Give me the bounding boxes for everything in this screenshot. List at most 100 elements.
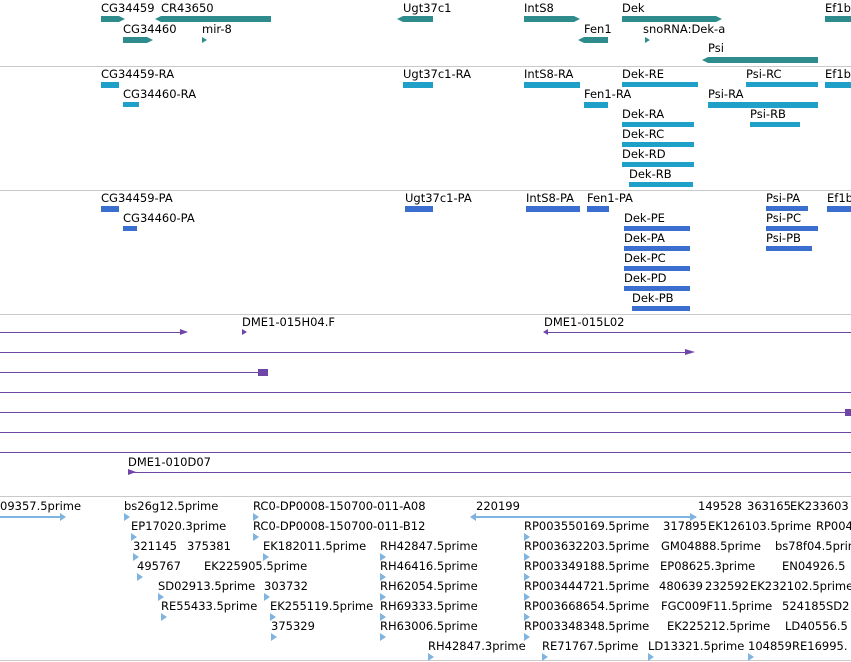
gene-label[interactable]: mir-8 [202, 22, 232, 36]
est-label[interactable]: LD13321.5prime [648, 639, 745, 653]
est-label[interactable]: RE55433.5prime [161, 599, 258, 613]
transcript-label[interactable]: Dek-RB [629, 167, 672, 181]
transcript-feature[interactable] [708, 102, 818, 108]
est-label[interactable]: RP003444721.5prime [524, 579, 650, 593]
protein-feature[interactable] [123, 226, 137, 231]
transcript-feature[interactable] [622, 162, 694, 167]
est-label[interactable]: 104859 [748, 639, 792, 653]
gene-label[interactable]: IntS8 [524, 1, 554, 15]
est-label[interactable]: 303732 [264, 579, 308, 593]
est-label[interactable]: bs78f04.5prime [775, 539, 851, 553]
gene-label[interactable]: CG34459 [101, 1, 155, 15]
transcript-feature[interactable] [584, 102, 608, 108]
est-label[interactable]: GM04888.5prime [661, 539, 761, 553]
clone-feature[interactable] [0, 372, 262, 373]
est-label[interactable]: EP08625.3prime [660, 559, 756, 573]
est-label[interactable]: EK255119.5prime [270, 599, 374, 613]
est-label[interactable]: EK232102.5prime [750, 579, 851, 593]
clone-label[interactable]: DME1-015L02 [544, 315, 625, 329]
protein-feature[interactable] [632, 306, 690, 311]
protein-feature[interactable] [766, 246, 812, 251]
gene-feature[interactable] [708, 57, 818, 63]
est-label[interactable]: RE16995. [792, 639, 848, 653]
gene-feature[interactable] [161, 16, 271, 22]
protein-feature[interactable] [526, 206, 580, 212]
est-label[interactable]: EK233603 [790, 499, 849, 513]
est-label[interactable]: RP003668654.5prime [524, 599, 650, 613]
clone-feature[interactable] [128, 472, 851, 473]
est-label[interactable]: 09357.5prime [0, 499, 82, 513]
protein-feature[interactable] [101, 206, 119, 212]
gene-label[interactable]: Ef1b [825, 1, 851, 15]
est-label[interactable]: 524185 [782, 599, 826, 613]
est-label[interactable]: RH63006.5prime [380, 619, 478, 633]
transcript-label[interactable]: IntS8-RA [524, 67, 574, 81]
est-label[interactable]: RP003550169.5prime [524, 519, 650, 533]
gene-feature[interactable] [825, 16, 851, 22]
est-label[interactable]: 363165 [747, 499, 791, 513]
protein-feature[interactable] [624, 226, 690, 231]
est-label[interactable]: 321145 [133, 539, 177, 553]
transcript-feature[interactable] [123, 102, 139, 107]
est-label[interactable]: SD02913.5prime [158, 579, 256, 593]
transcript-feature[interactable] [101, 82, 119, 88]
est-label[interactable]: 232592 [705, 579, 749, 593]
est-label[interactable]: RP004 [816, 519, 851, 533]
est-label[interactable]: EP17020.3prime [131, 519, 227, 533]
protein-label[interactable]: CG34459-PA [101, 191, 173, 205]
clone-feature[interactable] [0, 392, 851, 393]
est-label[interactable]: 220199 [476, 499, 520, 513]
protein-feature[interactable] [766, 206, 808, 211]
est-label[interactable]: RP003348348.5prime [524, 619, 650, 633]
gene-label[interactable]: Ugt37c1 [403, 1, 452, 15]
protein-feature[interactable] [624, 266, 690, 271]
est-label[interactable]: RP003349188.5prime [524, 559, 650, 573]
est-label[interactable]: EN04926.5 [782, 559, 846, 573]
clone-feature[interactable] [548, 332, 851, 333]
gene-label[interactable]: snoRNA:Dek-a [643, 22, 726, 36]
protein-feature[interactable] [624, 246, 690, 251]
est-label[interactable]: RH42847.3prime [428, 639, 526, 653]
est-label[interactable]: bs26g12.5prime [124, 499, 219, 513]
clone-feature[interactable] [0, 452, 851, 453]
transcript-label[interactable]: Psi-RA [708, 87, 744, 101]
transcript-feature[interactable] [825, 82, 851, 88]
protein-label[interactable]: Dek-PB [632, 291, 674, 305]
transcript-feature[interactable] [622, 142, 694, 147]
clone-label[interactable]: DME1-010D07 [128, 455, 211, 469]
transcript-label[interactable]: Ugt37c1-RA [403, 67, 472, 81]
transcript-feature[interactable] [403, 82, 433, 88]
est-label[interactable]: RC0-DP0008-150700-011-A08 [253, 499, 426, 513]
est-label[interactable]: RP003632203.5prime [524, 539, 650, 553]
transcript-label[interactable]: Ef1b [825, 67, 851, 81]
est-label[interactable]: RC0-DP0008-150700-011-B12 [253, 519, 426, 533]
protein-label[interactable]: Psi-PA [766, 191, 801, 205]
est-label[interactable]: 149528 [698, 499, 742, 513]
transcript-label[interactable]: Fen1-RA [584, 87, 632, 101]
gene-label[interactable]: CG34460 [123, 22, 177, 36]
est-label[interactable]: RH42847.5prime [380, 539, 478, 553]
clone-feature[interactable] [0, 332, 180, 333]
est-label[interactable]: EK225212.5prime [667, 619, 771, 633]
est-label[interactable]: FGC009F11.5prime [661, 599, 773, 613]
protein-label[interactable]: Fen1-PA [587, 191, 633, 205]
est-label[interactable]: RH62054.5prime [380, 579, 478, 593]
gene-feature[interactable] [123, 37, 147, 43]
gene-label[interactable]: Dek [622, 1, 645, 15]
transcript-label[interactable]: Dek-RC [622, 127, 665, 141]
est-label[interactable]: LD40556.5 [785, 619, 848, 633]
transcript-feature[interactable] [622, 82, 698, 87]
est-label[interactable]: EK126103.5prime [708, 519, 812, 533]
gene-feature[interactable] [524, 16, 574, 22]
est-label[interactable]: RH46416.5prime [380, 559, 478, 573]
protein-label[interactable]: Psi-PC [766, 211, 802, 225]
transcript-label[interactable]: CG34459-RA [101, 67, 175, 81]
est-label[interactable]: EK225905.5prime [204, 559, 308, 573]
transcript-label[interactable]: Psi-RB [750, 107, 786, 121]
protein-label[interactable]: IntS8-PA [526, 191, 575, 205]
gene-feature[interactable] [101, 16, 119, 22]
transcript-feature[interactable] [750, 122, 800, 127]
gene-feature[interactable] [622, 16, 716, 22]
transcript-feature[interactable] [622, 122, 694, 127]
clone-label[interactable]: DME1-015H04.F [242, 315, 336, 329]
